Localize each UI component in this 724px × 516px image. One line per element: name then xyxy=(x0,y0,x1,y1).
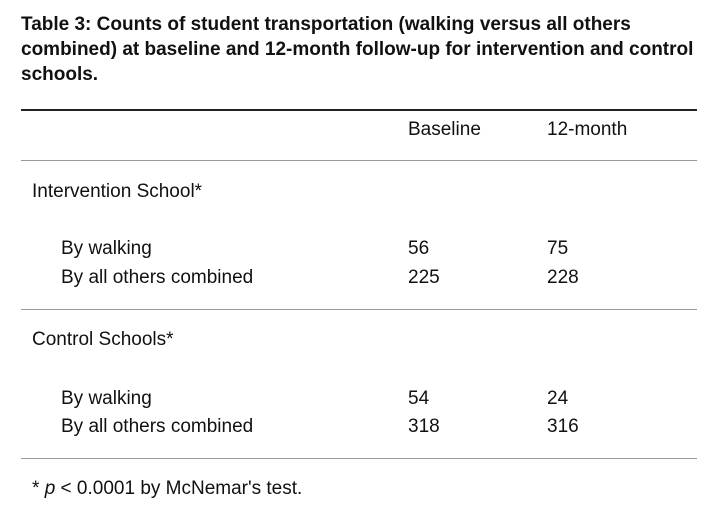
col-header-12-month: 12-month xyxy=(547,119,628,140)
cell-intervention-walking-12-month: 75 xyxy=(547,238,569,259)
header-rule xyxy=(21,160,697,161)
cell-intervention-others-12-month: 228 xyxy=(547,267,579,288)
group-title-control: Control Schools* xyxy=(32,329,174,350)
cell-intervention-others-baseline: 225 xyxy=(408,267,440,288)
table-caption: Table 3: Counts of student transportatio… xyxy=(21,14,694,85)
cell-control-others-baseline: 318 xyxy=(408,416,440,437)
col-header-baseline: Baseline xyxy=(408,119,481,140)
cell-control-walking-12-month: 24 xyxy=(547,388,569,409)
row-label-control-walking: By walking xyxy=(61,388,152,409)
row-label-intervention-others: By all others combined xyxy=(61,267,254,288)
footnote-text: < 0.0001 by McNemar's test. xyxy=(60,478,303,499)
group-divider-rule xyxy=(21,309,697,310)
cell-control-walking-baseline: 54 xyxy=(408,388,430,409)
footnote-mark: * xyxy=(32,478,40,499)
cell-intervention-walking-baseline: 56 xyxy=(408,238,430,259)
cell-control-others-12-month: 316 xyxy=(547,416,579,437)
row-label-control-others: By all others combined xyxy=(61,416,254,437)
top-rule xyxy=(21,109,697,111)
footnote-p-symbol: p xyxy=(44,478,56,499)
table-footnote: * p < 0.0001 by McNemar's test. xyxy=(32,477,302,501)
bottom-rule xyxy=(21,458,697,459)
row-label-intervention-walking: By walking xyxy=(61,238,152,259)
group-title-intervention: Intervention School* xyxy=(32,181,203,202)
